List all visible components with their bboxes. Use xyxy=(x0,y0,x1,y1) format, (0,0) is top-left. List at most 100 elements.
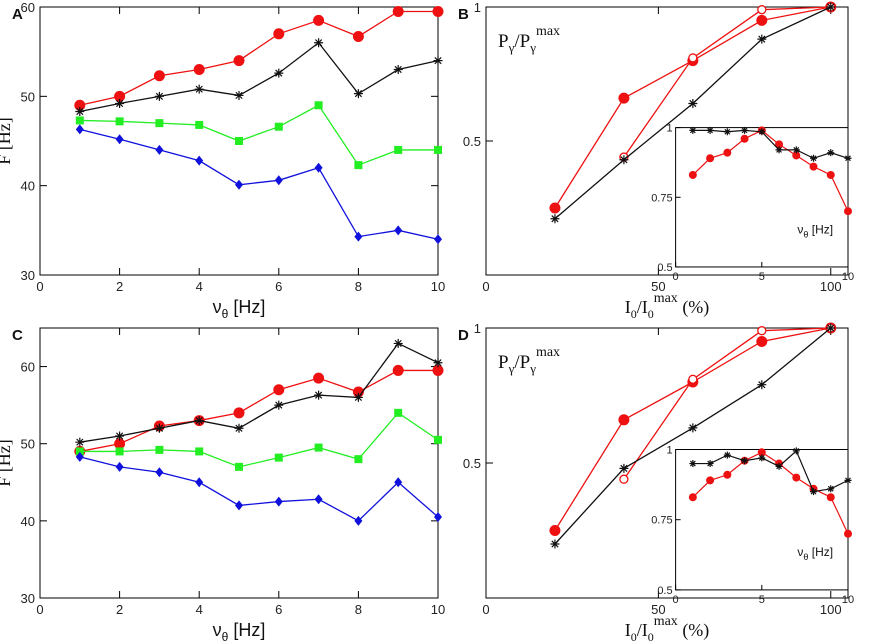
plot-frame xyxy=(39,6,439,276)
series-line-green-squares xyxy=(79,104,438,166)
inset-axis-label: νθ [Hz] xyxy=(797,545,833,562)
data-point-green-squares xyxy=(394,145,403,154)
data-point-red-circles xyxy=(313,14,325,26)
inset-point-inset-red xyxy=(723,470,732,479)
inset-point-inset-black xyxy=(689,460,697,468)
data-point-black-stars xyxy=(757,34,767,44)
data-point-green-squares xyxy=(75,447,84,456)
title-main: P xyxy=(498,31,509,52)
x-tick-label: 50 xyxy=(651,279,665,294)
data-point-red-circles xyxy=(432,5,444,17)
data-point-green-squares xyxy=(434,145,442,154)
data-point-red-filled xyxy=(618,92,630,104)
inset-point-inset-red xyxy=(723,148,732,157)
inset-point-inset-red xyxy=(826,493,835,502)
data-point-blue-diamonds xyxy=(155,467,164,478)
data-point-black-stars xyxy=(619,155,629,165)
data-point-black-stars xyxy=(274,400,284,410)
data-point-blue-diamonds xyxy=(394,477,403,488)
y-tick-label: 40 xyxy=(21,179,35,194)
data-point-green-squares xyxy=(394,408,403,417)
inset-point-inset-black xyxy=(810,488,818,496)
x-tick-label: 8 xyxy=(355,602,362,617)
inset-point-inset-red xyxy=(688,493,697,502)
series-line-red-open xyxy=(623,6,831,158)
x-tick-label: 0 xyxy=(36,602,43,617)
data-point-green-squares xyxy=(235,462,243,471)
data-point-black-stars xyxy=(393,338,403,348)
data-point-green-squares xyxy=(75,116,84,125)
data-point-green-squares xyxy=(274,453,283,462)
series-line-black-stars xyxy=(79,41,439,113)
data-point-green-squares xyxy=(314,443,323,452)
series-line-red-circles xyxy=(79,369,438,453)
x-tick-label: 0 xyxy=(482,602,489,617)
inset-plot: 0 5 10 0.5 0.75 1 νθ [Hz] xyxy=(651,445,854,606)
inset-frame xyxy=(675,127,849,268)
x-tick-label: 10 xyxy=(431,279,445,294)
y-tick-label: 60 xyxy=(21,0,35,15)
data-point-black-stars xyxy=(619,463,629,473)
x-tick-label: 6 xyxy=(275,279,282,294)
x-axis-label: νθ [Hz] xyxy=(213,620,266,644)
data-point-black-stars xyxy=(274,68,284,78)
data-point-blue-diamonds xyxy=(434,234,442,245)
inset-point-inset-red xyxy=(826,170,835,179)
inset-series-line-inset-black xyxy=(692,449,849,493)
x-tick-label: 100 xyxy=(820,279,842,294)
data-point-blue-diamonds xyxy=(75,124,84,135)
panel-label: B xyxy=(458,6,469,23)
inset-point-inset-red xyxy=(844,207,852,216)
y-tick-label: 1 xyxy=(474,0,481,15)
x-tick-label: 8 xyxy=(355,279,362,294)
title-sup: max xyxy=(536,24,560,39)
data-point-red-circles xyxy=(233,407,245,419)
data-point-red-open xyxy=(688,53,698,63)
inset-y-tick-label: 0.5 xyxy=(657,585,672,597)
data-point-blue-diamonds xyxy=(354,515,363,526)
data-point-red-filled xyxy=(549,525,561,536)
data-point-black-stars xyxy=(826,323,836,333)
data-point-blue-diamonds xyxy=(274,175,283,186)
x-label-sup: max xyxy=(654,291,678,306)
x-tick-label: 6 xyxy=(275,602,282,617)
data-point-green-squares xyxy=(274,122,283,131)
x-axis-label: I0/I0max (%) xyxy=(625,291,710,321)
inset-label-unit: [Hz] xyxy=(808,223,833,237)
inset-point-inset-black xyxy=(723,451,731,459)
x-label-sub: θ xyxy=(222,307,229,321)
x-label-sup: max xyxy=(654,614,678,629)
data-point-blue-diamonds xyxy=(115,134,124,145)
inset-plot: 0 5 10 0.5 0.75 1 νθ [Hz] xyxy=(651,123,854,283)
data-point-blue-diamonds xyxy=(314,162,323,173)
data-point-green-squares xyxy=(235,137,243,145)
data-point-blue-diamonds xyxy=(274,496,283,507)
data-point-black-stars xyxy=(393,65,403,75)
inset-label-main: ν xyxy=(797,223,803,237)
data-point-black-stars xyxy=(433,56,443,66)
data-point-blue-diamonds xyxy=(394,225,403,236)
data-point-black-stars xyxy=(757,380,767,390)
data-point-blue-diamonds xyxy=(314,494,323,505)
inset-axis-label: νθ [Hz] xyxy=(797,223,833,240)
data-point-red-circles xyxy=(392,364,404,376)
inset-label-sub: θ xyxy=(803,552,808,562)
x-tick-label: 2 xyxy=(116,279,123,294)
data-point-black-stars xyxy=(353,89,363,99)
inset-point-inset-red xyxy=(706,154,715,163)
series-line-blue-diamonds xyxy=(79,128,439,240)
x-label-main: I xyxy=(625,620,631,640)
data-point-red-open xyxy=(757,326,767,336)
title-mid: /P xyxy=(514,31,530,52)
series-line-blue-diamonds xyxy=(79,456,439,522)
x-label-sub2: 0 xyxy=(648,630,654,644)
panel-label: C xyxy=(12,327,23,344)
inset-x-tick-label: 10 xyxy=(842,271,854,283)
y-axis-label: F [Hz] xyxy=(0,117,14,165)
inset-point-inset-red xyxy=(844,529,852,538)
data-point-black-stars xyxy=(314,38,324,48)
inset-point-inset-black xyxy=(706,126,714,134)
title-main: P xyxy=(498,352,509,373)
data-point-red-filled xyxy=(756,14,768,26)
